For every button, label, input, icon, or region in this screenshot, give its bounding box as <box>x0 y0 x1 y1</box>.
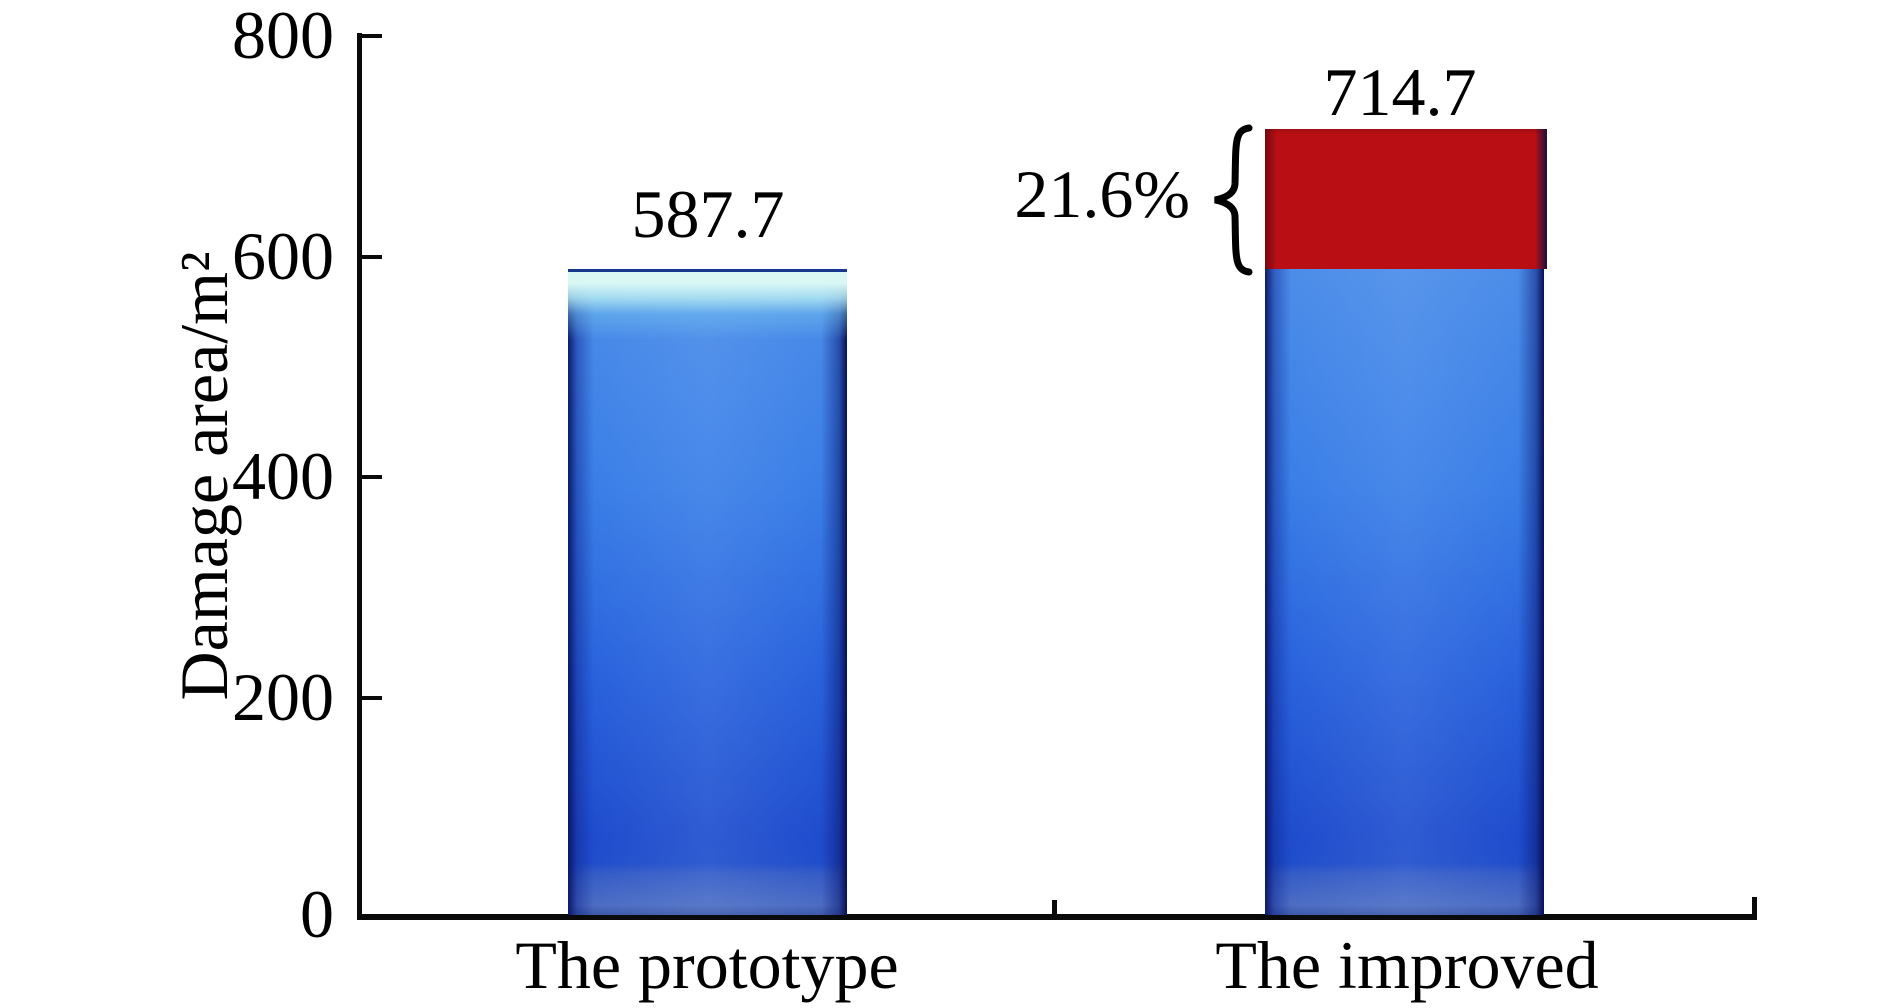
x-tick-mark-end <box>1752 897 1757 914</box>
y-axis-line <box>357 33 362 920</box>
y-tick-label-600: 600 <box>232 218 334 294</box>
category-label-prototype: The prototype <box>515 927 899 1003</box>
annotation-percent-label: 21.6% <box>1014 156 1190 232</box>
bar-value-label-prototype: 587.7 <box>631 176 785 252</box>
x-axis-line <box>357 914 1757 920</box>
category-label-improved: The improved <box>1215 927 1599 1003</box>
y-tick-mark-400 <box>362 475 382 479</box>
y-tick-label-800: 800 <box>232 0 334 73</box>
y-tick-mark-200 <box>362 696 382 700</box>
y-tick-label-0: 0 <box>300 876 334 952</box>
y-tick-label-400: 400 <box>232 438 334 514</box>
y-tick-mark-800 <box>362 34 382 38</box>
x-tick-mark-mid <box>1052 900 1057 914</box>
y-tick-label-200: 200 <box>232 659 334 735</box>
bar-improved-increase <box>1265 129 1547 269</box>
bar-improved-base <box>1265 269 1544 915</box>
y-tick-mark-600 <box>362 255 382 259</box>
bar-prototype <box>568 269 847 915</box>
annotation-brace-icon <box>1214 124 1253 276</box>
bar-value-label-improved: 714.7 <box>1323 54 1477 130</box>
